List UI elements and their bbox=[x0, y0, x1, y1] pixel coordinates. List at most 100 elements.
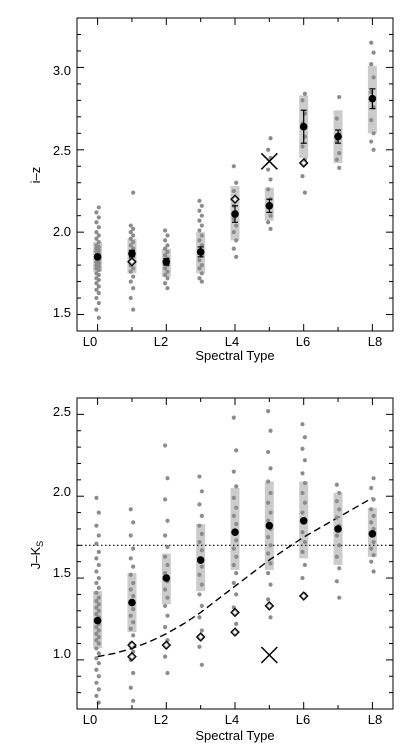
data-point bbox=[371, 131, 376, 136]
data-point bbox=[128, 243, 133, 248]
data-point bbox=[300, 549, 305, 554]
data-point bbox=[94, 598, 99, 604]
data-point bbox=[94, 210, 99, 215]
data-point bbox=[165, 670, 170, 676]
mean-marker bbox=[368, 94, 377, 103]
data-point bbox=[302, 562, 307, 568]
data-point bbox=[165, 562, 170, 568]
data-point bbox=[300, 174, 305, 179]
diamond-marker-core bbox=[233, 630, 237, 635]
data-point bbox=[131, 564, 136, 569]
cross-marker bbox=[260, 646, 278, 664]
data-point bbox=[96, 215, 101, 220]
mean-marker bbox=[265, 202, 274, 210]
data-point bbox=[266, 518, 271, 523]
data-point bbox=[96, 651, 101, 656]
data-point bbox=[94, 631, 99, 636]
data-point bbox=[266, 597, 271, 602]
data-point bbox=[234, 538, 239, 543]
data-point bbox=[300, 446, 305, 451]
data-point bbox=[268, 615, 273, 620]
data-point bbox=[163, 625, 168, 630]
mean-marker bbox=[368, 530, 377, 538]
mean-marker bbox=[299, 122, 308, 131]
data-point bbox=[197, 218, 202, 223]
data-point bbox=[96, 634, 101, 640]
y-axis-title-main: J–K bbox=[28, 546, 43, 569]
mean-marker bbox=[162, 258, 171, 266]
data-point bbox=[128, 230, 133, 235]
data-point bbox=[199, 279, 204, 284]
mean-marker bbox=[196, 556, 205, 564]
data-point bbox=[268, 561, 273, 566]
data-point bbox=[197, 615, 202, 620]
data-point bbox=[334, 515, 339, 520]
x-tick-label-L8: L8 bbox=[368, 712, 382, 727]
data-point bbox=[231, 246, 236, 251]
data-point bbox=[163, 272, 168, 278]
data-point bbox=[199, 213, 204, 218]
data-point bbox=[94, 243, 99, 248]
mean-marker bbox=[162, 574, 171, 582]
data-point bbox=[369, 118, 374, 123]
data-point bbox=[128, 295, 133, 301]
y-axis-title-subscript: S bbox=[35, 541, 45, 547]
data-point bbox=[96, 300, 101, 306]
data-point bbox=[128, 223, 133, 228]
data-point bbox=[131, 233, 136, 238]
diamond-marker-core bbox=[233, 610, 237, 615]
data-point bbox=[94, 680, 99, 685]
data-point bbox=[199, 603, 204, 608]
data-point bbox=[302, 190, 307, 195]
data-point bbox=[199, 203, 204, 208]
mean-marker bbox=[196, 248, 205, 256]
data-point bbox=[234, 180, 239, 185]
data-point bbox=[131, 633, 136, 638]
data-point bbox=[369, 546, 374, 551]
data-point bbox=[300, 422, 305, 427]
data-point bbox=[96, 533, 101, 538]
data-point bbox=[199, 223, 204, 228]
mean-marker bbox=[93, 616, 102, 625]
data-point bbox=[165, 286, 170, 291]
data-point bbox=[231, 546, 236, 551]
diamond-marker-core bbox=[129, 259, 134, 264]
mean-marker bbox=[231, 528, 239, 537]
data-point bbox=[231, 562, 236, 568]
data-point bbox=[268, 177, 273, 182]
data-point bbox=[165, 276, 170, 281]
data-point bbox=[231, 415, 236, 420]
data-point bbox=[337, 566, 342, 571]
data-point bbox=[234, 448, 239, 453]
data-point bbox=[337, 150, 342, 156]
data-point bbox=[163, 266, 168, 271]
data-point bbox=[199, 531, 204, 536]
data-point bbox=[234, 223, 239, 228]
data-point bbox=[302, 458, 307, 463]
data-point bbox=[334, 116, 339, 121]
data-point bbox=[231, 164, 236, 169]
data-point bbox=[266, 551, 271, 556]
data-point bbox=[96, 225, 101, 230]
mean-marker bbox=[334, 525, 342, 533]
mean-marker bbox=[299, 516, 308, 525]
data-point bbox=[96, 562, 101, 568]
data-point bbox=[197, 238, 202, 243]
data-point bbox=[94, 220, 99, 225]
axis-ticks bbox=[77, 17, 393, 332]
data-point bbox=[94, 611, 99, 617]
panel-i-z: L0 L2 L4 L6 L8 1.5 2.0 2.5 3.0 Spectral … bbox=[28, 17, 394, 363]
data-point bbox=[199, 564, 204, 569]
data-point bbox=[268, 582, 273, 587]
data-point bbox=[96, 205, 101, 210]
data-point bbox=[94, 495, 99, 500]
data-point bbox=[371, 50, 376, 55]
mean-marker bbox=[265, 521, 274, 530]
data-point bbox=[369, 507, 374, 512]
data-point bbox=[128, 533, 133, 538]
data-point bbox=[163, 603, 168, 608]
data-point bbox=[199, 582, 204, 587]
data-point bbox=[337, 543, 342, 548]
data-point bbox=[165, 544, 170, 550]
x-tick-label-L6: L6 bbox=[296, 334, 310, 349]
